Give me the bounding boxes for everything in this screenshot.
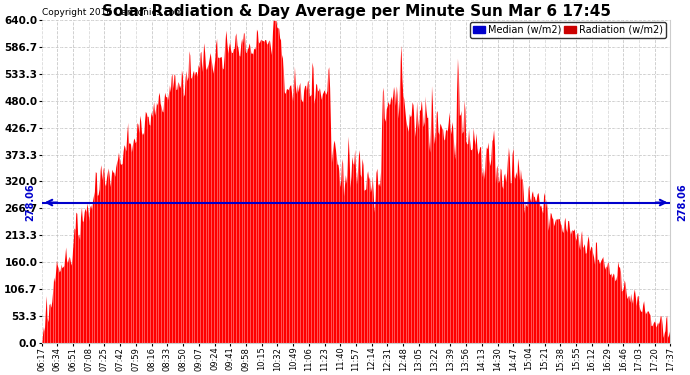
Legend: Median (w/m2), Radiation (w/m2): Median (w/m2), Radiation (w/m2) — [471, 22, 666, 38]
Text: Copyright 2016 Cartronics.com: Copyright 2016 Cartronics.com — [41, 8, 183, 17]
Text: 278.06: 278.06 — [677, 184, 687, 221]
Text: 278.06: 278.06 — [26, 184, 35, 221]
Title: Solar Radiation & Day Average per Minute Sun Mar 6 17:45: Solar Radiation & Day Average per Minute… — [101, 4, 611, 19]
